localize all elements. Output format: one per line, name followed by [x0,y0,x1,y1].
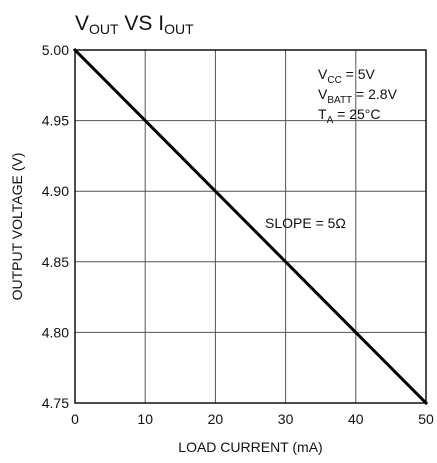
y-axis-label: OUTPUT VOLTAGE (V) [9,153,25,301]
y-tick-label: 5.00 [42,42,69,58]
annotation-part: SLOPE = 5Ω [265,215,346,231]
title-subscript: OUT [89,21,119,37]
annotation-part: = 2.8V [352,86,397,102]
x-tick-label: 50 [418,411,434,427]
y-tick-label: 4.75 [42,395,69,411]
annotation-subscript: CC [327,75,341,86]
annotation: VCC = 5V [318,66,376,86]
annotation: TA = 25°C [318,106,380,126]
x-tick-label: 0 [71,411,79,427]
grid [75,50,426,403]
annotation-part: V [318,66,328,82]
x-tick-labels: 0 10 20 30 40 50 [71,411,434,427]
title-subscript: OUT [164,21,194,37]
y-tick-label: 4.95 [42,113,69,129]
annotation-part: V [318,86,328,102]
annotation-subscript: BATT [327,95,352,106]
y-tick-labels: 4.75 4.80 4.85 4.90 4.95 5.00 [42,42,69,411]
x-tick-label: 40 [348,411,364,427]
annotation-subscript: A [327,115,334,126]
plot-frame [74,49,427,404]
annotation: VBATT = 2.8V [318,86,398,106]
annotation-part: = 5V [342,66,376,82]
y-tick-label: 4.90 [42,183,69,199]
x-tick-label: 20 [208,411,224,427]
chart-title: VOUT VS IOUT [75,12,194,37]
title-part: V [75,12,89,35]
title-part: VS I [119,12,165,35]
x-axis-label: LOAD CURRENT (mA) [178,439,322,455]
annotation-part: T [318,106,327,122]
x-tick-label: 30 [278,411,294,427]
annotation: SLOPE = 5Ω [265,215,346,231]
x-tick-label: 10 [137,411,153,427]
y-tick-label: 4.85 [42,254,69,270]
annotation-part: = 25°C [333,106,380,122]
series-layer [72,47,429,406]
series-line [72,47,429,406]
y-tick-label: 4.80 [42,324,69,340]
